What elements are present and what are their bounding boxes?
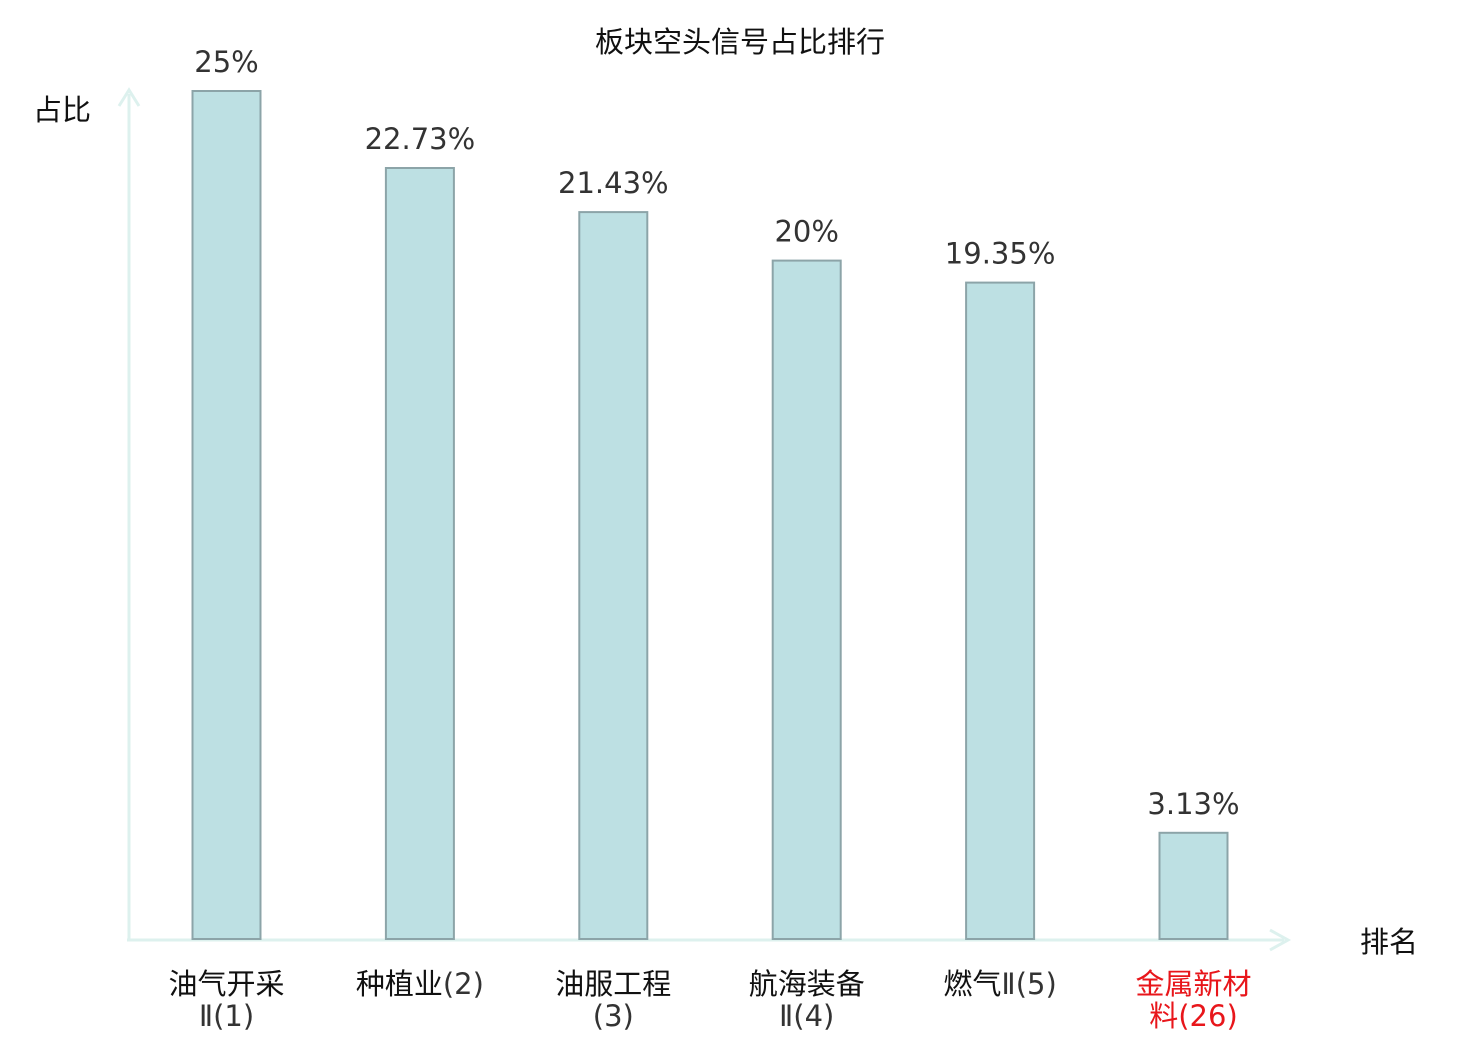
category-label-5: 燃气Ⅱ(5) (943, 967, 1056, 1001)
category-rank: Ⅱ(4) (779, 999, 834, 1033)
bar-4 (771, 259, 842, 941)
category-label-6: 金属新材料(26) (1135, 967, 1251, 1033)
category-name: 燃气 (943, 967, 1001, 1001)
category-name: 油服工程 (555, 967, 671, 1001)
category-name: 种植业 (356, 967, 443, 1001)
category-rank: (2) (443, 967, 484, 1001)
bars-group (191, 90, 1229, 941)
value-label-5: 19.35% (945, 237, 1056, 271)
value-label-3: 21.43% (558, 166, 669, 200)
value-label-6: 3.13% (1147, 787, 1239, 821)
category-rank: Ⅱ(5) (1001, 967, 1056, 1001)
value-labels-group: 25% 22.73% 21.43% 20% 19.35% 3.13% (194, 45, 1239, 821)
y-axis-label: 占比 (33, 93, 91, 127)
bar-5 (965, 281, 1036, 941)
y-axis-arrowhead (117, 87, 141, 107)
value-label-2: 22.73% (365, 122, 476, 156)
bar-3 (578, 211, 649, 941)
bar-1 (191, 90, 262, 940)
bar-2 (384, 167, 455, 940)
x-axis-label: 排名 (1360, 925, 1418, 959)
category-name: 油气开采 (168, 967, 284, 1001)
category-rank: Ⅱ(1) (199, 999, 254, 1033)
category-labels-group: 油气开采 Ⅱ(1) 种植业(2) 油服工程(3) 航海装备 Ⅱ(4) 燃气Ⅱ(5) 金属新材料… (168, 967, 1251, 1033)
x-axis-arrowhead (1269, 928, 1292, 952)
value-label-1: 25% (194, 45, 258, 79)
bar-6 (1158, 831, 1229, 940)
category-label-2: 种植业(2) (356, 967, 484, 1001)
category-label-4: 航海装备 Ⅱ(4) (749, 967, 865, 1033)
category-label-3: 油服工程(3) (555, 967, 671, 1033)
category-name: 航海装备 (749, 967, 865, 1001)
category-label-1: 油气开采 Ⅱ(1) (168, 967, 284, 1033)
category-name: 金属新材 (1135, 967, 1251, 1001)
category-rank: 料(26) (1149, 999, 1238, 1033)
category-rank: (3) (593, 999, 634, 1033)
chart-title: 板块空头信号占比排行 (595, 25, 885, 59)
value-label-4: 20% (774, 215, 838, 249)
